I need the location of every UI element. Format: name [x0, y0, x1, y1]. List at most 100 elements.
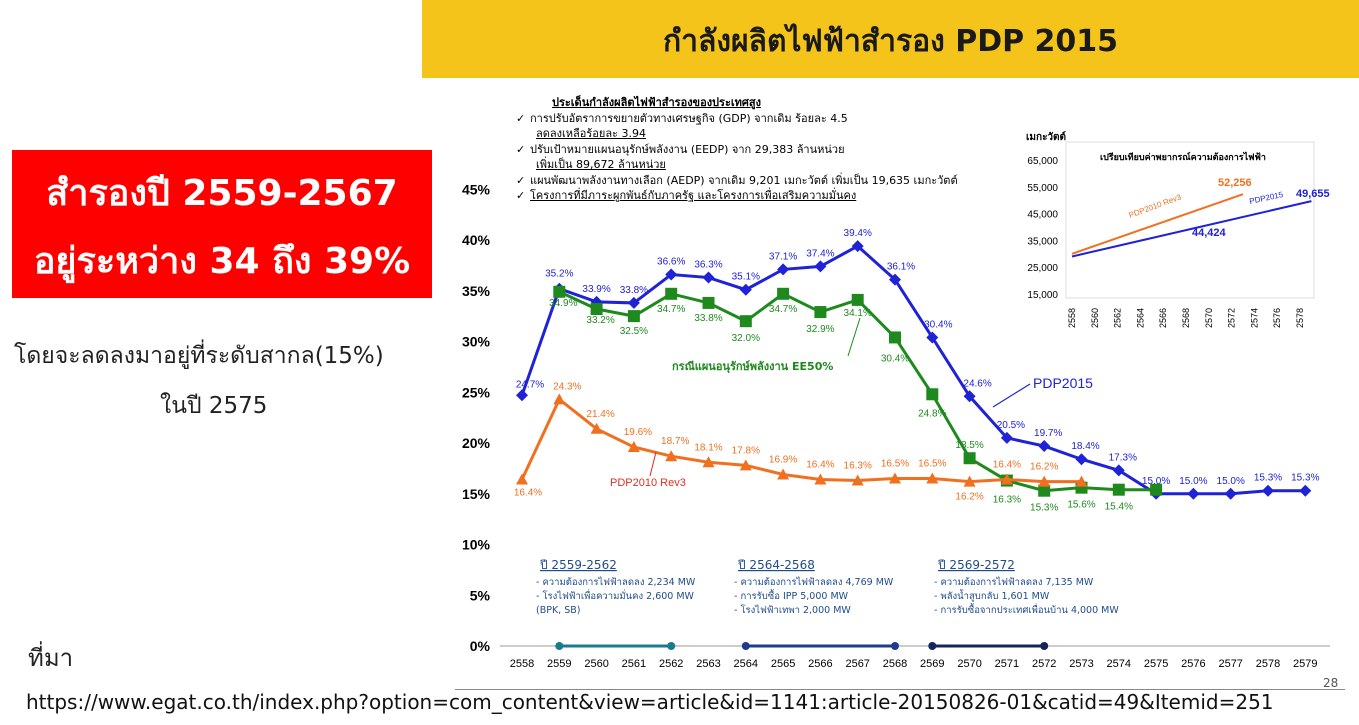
- data-label: 33.8%: [620, 285, 648, 296]
- period-detail: - การรับซื้อ IPP 5,000 MW: [734, 589, 849, 602]
- issues-title: ประเด็นกำลังผลิตไฟฟ้าสำรองของประเทศสูง: [552, 96, 761, 109]
- data-label: 15.6%: [1067, 500, 1095, 511]
- mini-x-tick: 2558: [1067, 308, 1077, 328]
- data-label: 16.5%: [918, 459, 946, 470]
- source-label: ที่มา: [28, 644, 74, 672]
- check-icon: ✓: [516, 173, 526, 187]
- y-tick-label: 20%: [462, 435, 491, 451]
- y-tick-label: 45%: [462, 181, 491, 197]
- data-point-marker: [553, 393, 566, 405]
- mini-x-tick: 2576: [1272, 308, 1282, 328]
- data-point-marker: [889, 331, 901, 344]
- data-label: 16.9%: [769, 454, 797, 465]
- data-point-marker: [553, 285, 566, 298]
- data-point-marker: [665, 287, 678, 300]
- data-label: 16.2%: [1030, 462, 1058, 473]
- period-detail: - โรงไฟฟ้าเพื่อความมั่นคง 2,600 MW: [536, 589, 695, 602]
- y-tick-label: 25%: [462, 384, 491, 400]
- data-point-marker: [1000, 431, 1013, 444]
- issue-item: ✓ ปรับเป้าหมายแผนอนุรักษ์พลังงาน (EEDP) จ…: [516, 142, 845, 156]
- mini-mid-label: 44,424: [1192, 227, 1227, 239]
- title-banner: กำลังผลิตไฟฟ้าสำรอง PDP 2015: [422, 0, 1359, 78]
- data-label: 19.7%: [1034, 428, 1062, 439]
- data-label: 34.7%: [657, 304, 685, 315]
- x-tick-label: 2563: [696, 658, 720, 670]
- reserve-summary-box: สำรองปี 2559-2567 อยู่ระหว่าง 34 ถึง 39%: [12, 150, 432, 298]
- data-point-marker: [1262, 484, 1274, 497]
- page-number: 28: [1323, 676, 1339, 690]
- period-detail: (BPK, SB): [536, 605, 580, 616]
- data-label: 16.3%: [844, 461, 872, 472]
- data-point-marker: [627, 441, 640, 453]
- check-icon: ✓: [516, 142, 526, 156]
- data-label: 17.8%: [732, 445, 760, 456]
- issue-sub: เพิ่มเป็น 89,672 ล้านหน่วย: [536, 158, 666, 171]
- x-tick-label: 2559: [547, 658, 571, 670]
- period-title: ปี 2564-2568: [737, 558, 814, 572]
- divider: [455, 689, 1345, 690]
- page-title: กำลังผลิตไฟฟ้าสำรอง PDP 2015: [662, 24, 1119, 59]
- check-icon: ✓: [516, 111, 526, 125]
- y-tick-label: 30%: [462, 334, 491, 350]
- mini-y-tick: 55,000: [1027, 183, 1058, 194]
- x-tick-label: 2574: [1107, 658, 1131, 670]
- ee50-series-label: กรณีแผนอนุรักษ์พลังงาน EE50%: [672, 360, 833, 374]
- mini-end-label: 52,256: [1218, 177, 1252, 189]
- data-label: 34.9%: [549, 298, 577, 309]
- note-line-2: ในปี 2575: [160, 393, 268, 419]
- x-tick-label: 2572: [1032, 658, 1056, 670]
- data-point-marker: [777, 263, 790, 276]
- pdp2010-series-label: PDP2010 Rev3: [610, 477, 686, 489]
- y-tick-label: 15%: [462, 486, 491, 502]
- data-point-marker: [1187, 487, 1200, 500]
- data-point-marker: [777, 468, 790, 480]
- data-label: 33.9%: [582, 284, 610, 295]
- x-tick-label: 2578: [1256, 658, 1280, 670]
- data-label: 32.9%: [806, 324, 834, 335]
- data-label: 20.5%: [997, 420, 1025, 431]
- data-point-marker: [627, 310, 640, 323]
- x-tick-label: 2570: [957, 658, 981, 670]
- data-point-marker: [963, 452, 976, 465]
- issue-sub: ลดลงเหลือร้อยละ 3.94: [536, 127, 646, 140]
- data-label: 39.4%: [844, 228, 872, 239]
- data-label: 32.0%: [732, 333, 760, 344]
- mini-y-unit: เมกะวัตต์: [1026, 131, 1066, 143]
- note-line-1: โดยจะลดลงมาอยู่ที่ระดับสากล(15%): [14, 343, 384, 369]
- data-point-marker: [627, 296, 640, 309]
- mini-y-tick: 15,000: [1027, 290, 1058, 301]
- data-point-marker: [665, 268, 678, 281]
- mini-x-tick: 2570: [1204, 308, 1214, 328]
- data-point-marker: [1038, 440, 1051, 453]
- data-label: 30.4%: [881, 353, 909, 364]
- data-point-marker: [702, 456, 715, 468]
- data-point-marker: [1075, 453, 1088, 466]
- data-label: 16.3%: [993, 495, 1021, 506]
- mini-x-tick: 2572: [1227, 308, 1237, 328]
- mini-chart-title: เปรียบเทียบค่าพยากรณ์ความต้องการไฟฟ้า: [1100, 151, 1266, 163]
- mini-series-line: [1071, 193, 1244, 255]
- data-label: 18.4%: [1071, 441, 1099, 452]
- data-label: 16.4%: [806, 460, 834, 471]
- x-tick-label: 2576: [1181, 658, 1205, 670]
- x-tick-label: 2558: [510, 658, 534, 670]
- data-point-marker: [814, 260, 827, 273]
- mini-x-tick: 2562: [1113, 308, 1123, 328]
- data-label: 16.4%: [514, 488, 542, 499]
- x-tick-label: 2567: [845, 658, 869, 670]
- period-detail: - โรงไฟฟ้าเทพา 2,000 MW: [734, 604, 851, 616]
- data-label: 35.2%: [545, 269, 573, 280]
- x-tick-label: 2562: [659, 658, 683, 670]
- data-point-marker: [814, 306, 827, 319]
- x-tick-label: 2568: [883, 658, 907, 670]
- data-label: 24.7%: [516, 379, 544, 390]
- issue-item: ✓ โครงการที่มีภาระผูกพันธ์กับภาครัฐ และโค…: [516, 189, 857, 202]
- data-label: 35.1%: [732, 272, 760, 283]
- mini-x-tick: 2574: [1249, 308, 1259, 328]
- data-point-marker: [702, 296, 715, 309]
- data-label: 16.5%: [881, 459, 909, 470]
- mini-end-label: 49,655: [1296, 188, 1330, 200]
- data-point-marker: [926, 388, 939, 401]
- period-title: ปี 2559-2562: [539, 558, 616, 572]
- data-label: 21.4%: [586, 409, 614, 420]
